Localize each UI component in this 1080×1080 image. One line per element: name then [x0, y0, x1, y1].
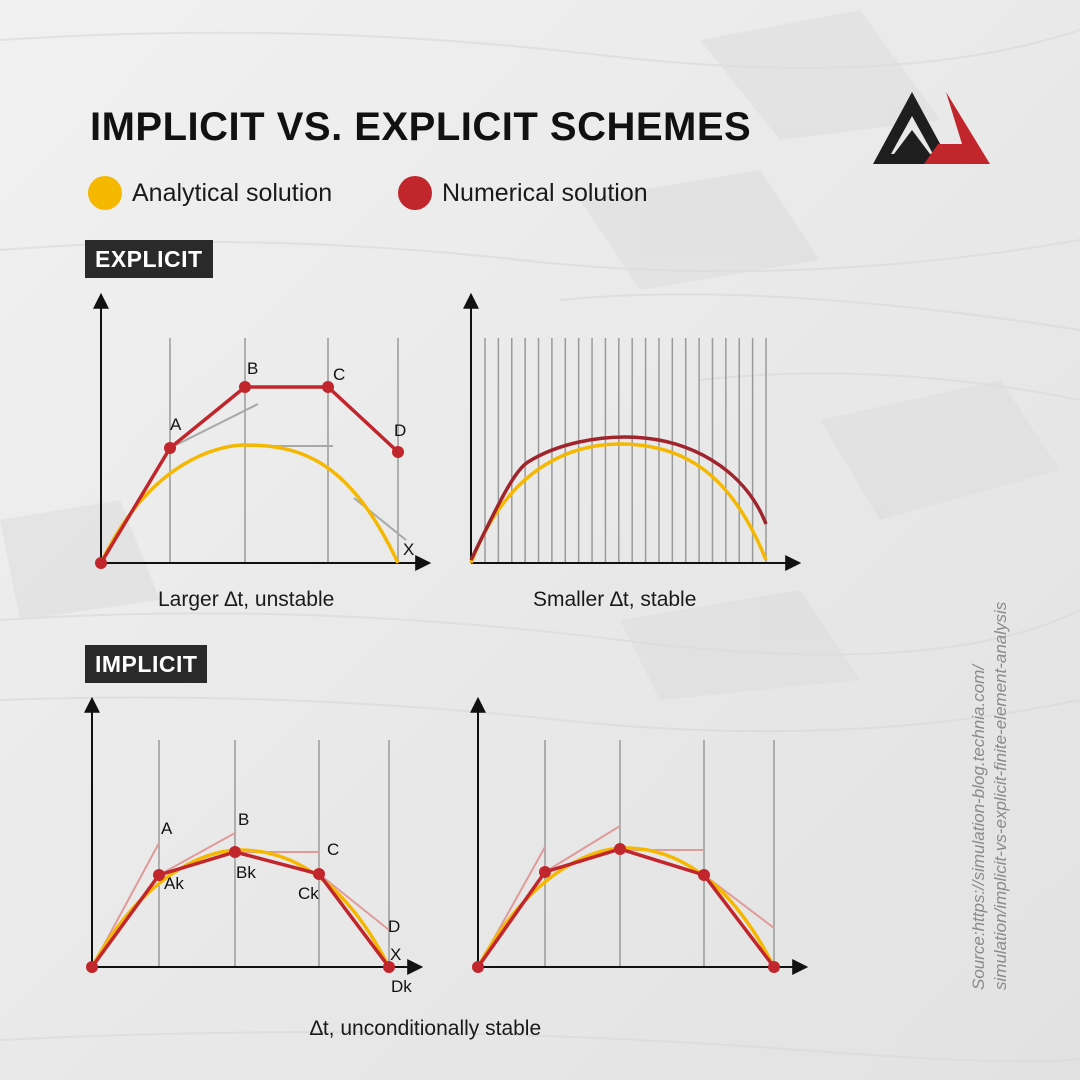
- point-a: [164, 442, 176, 454]
- point-4: [768, 961, 780, 973]
- point-start: [86, 961, 98, 973]
- legend-item-numerical: Numerical solution: [398, 175, 648, 211]
- legend-label-numerical: Numerical solution: [442, 178, 648, 207]
- label-bk: Bk: [236, 863, 256, 882]
- label-c: C: [327, 840, 339, 859]
- legend-dot-numerical: [398, 176, 432, 210]
- point-b: [239, 381, 251, 393]
- label-d: D: [394, 421, 406, 440]
- explicit-unstable-numerical-curve: [99, 385, 400, 564]
- explicit-stable-gridlines: [484, 338, 767, 563]
- explicit-stable-panel: [463, 292, 802, 571]
- explicit-unstable-panel: A B C D X: [93, 292, 432, 571]
- point-2: [614, 843, 626, 855]
- point-dk: [383, 961, 395, 973]
- implicit-right-panel: [470, 696, 809, 975]
- page-title: IMPLICIT VS. EXPLICIT SCHEMES: [90, 105, 752, 149]
- point-ck: [313, 868, 325, 880]
- source-line-2: simulation/implicit-vs-explicit-finite-e…: [991, 601, 1010, 990]
- implicit-left-panel: A B C D X Ak Bk Ck Dk: [84, 696, 424, 996]
- label-a: A: [170, 415, 182, 434]
- label-x: X: [390, 945, 401, 964]
- point-3: [698, 869, 710, 881]
- explicit-stable-numerical-curve: [469, 435, 768, 561]
- source-citation: Source:https://simulation-blog.technia.c…: [968, 602, 1012, 990]
- implicit-right-points: [472, 843, 780, 973]
- label-x: X: [403, 540, 414, 559]
- point-d: [392, 446, 404, 458]
- label-ak: Ak: [164, 874, 184, 893]
- label-c: C: [333, 365, 345, 384]
- point-ak: [153, 869, 165, 881]
- point-start: [472, 961, 484, 973]
- explicit-stable-caption: Smaller ∆t, stable: [533, 588, 697, 611]
- point-1: [539, 866, 551, 878]
- label-b: B: [247, 359, 258, 378]
- implicit-caption: ∆t, unconditionally stable: [310, 1017, 542, 1040]
- point-bk: [229, 846, 241, 858]
- explicit-unstable-points: [95, 381, 404, 569]
- legend-item-analytical: Analytical solution: [88, 175, 332, 211]
- explicit-unstable-caption: Larger ∆t, unstable: [158, 588, 335, 611]
- explicit-section-badge: EXPLICIT: [85, 240, 213, 278]
- label-a: A: [161, 819, 173, 838]
- label-d: D: [388, 917, 400, 936]
- point-c: [322, 381, 334, 393]
- explicit-stable-analytical-curve: [469, 442, 768, 564]
- label-dk: Dk: [391, 977, 412, 996]
- label-b: B: [238, 810, 249, 829]
- legend-dot-analytical: [88, 176, 122, 210]
- legend-label-analytical: Analytical solution: [132, 178, 333, 207]
- explicit-unstable-analytical-curve: [99, 443, 400, 564]
- ga-logo-icon: [873, 92, 990, 164]
- implicit-left-points: [86, 846, 395, 973]
- label-ck: Ck: [298, 884, 319, 903]
- implicit-section-badge: IMPLICIT: [85, 645, 208, 683]
- point-start: [95, 557, 107, 569]
- explicit-unstable-gridlines: [169, 338, 399, 563]
- implicit-right-numerical-curve: [476, 847, 776, 969]
- source-line-1: Source:https://simulation-blog.technia.c…: [969, 664, 988, 990]
